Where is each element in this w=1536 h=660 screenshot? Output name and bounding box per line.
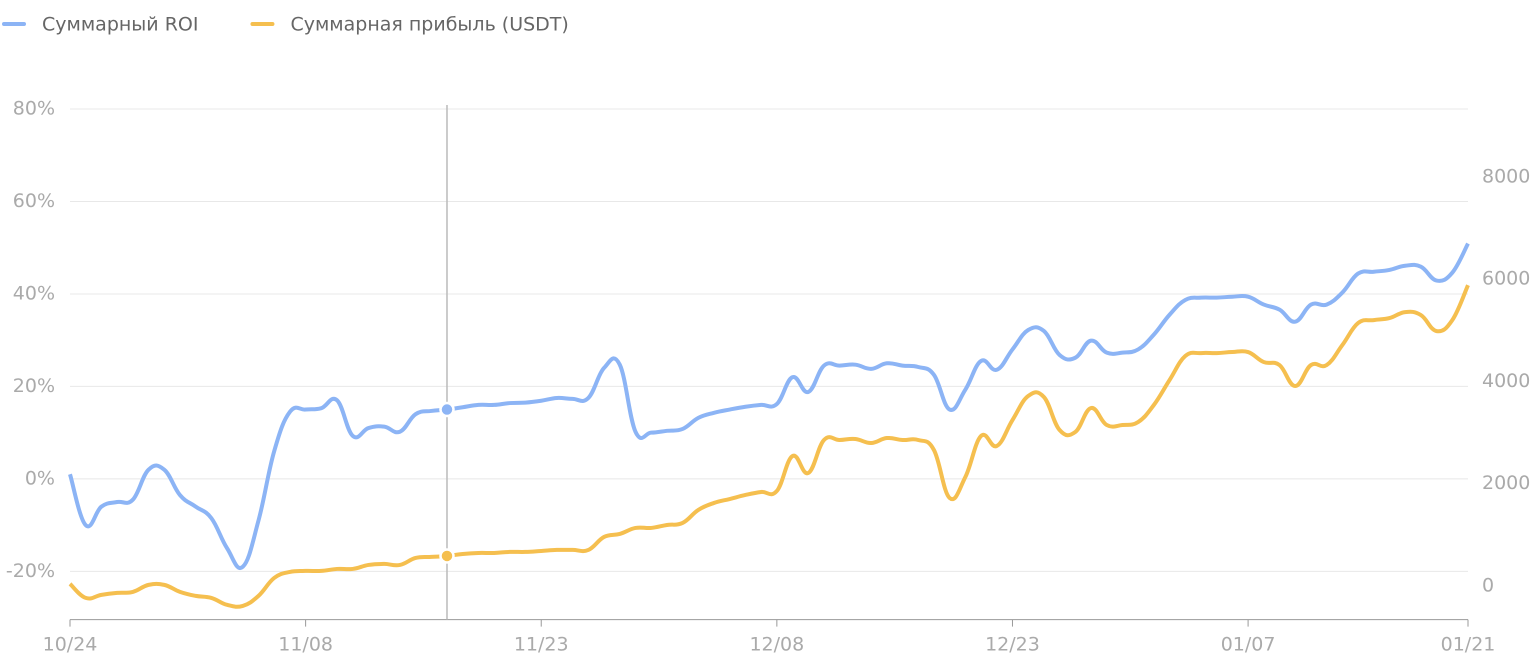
x-tick-label: 11/08 (278, 634, 333, 656)
hover-point (439, 548, 455, 564)
x-tick-label: 10/24 (43, 634, 98, 656)
series-line (68, 284, 1470, 609)
y2-tick-label: 4000 (1482, 370, 1530, 392)
x-tick-label: 12/23 (985, 634, 1040, 656)
legend-label: Суммарный ROI (42, 14, 198, 36)
y-tick-label: 20% (13, 375, 55, 397)
y-tick-label: 80% (13, 98, 55, 120)
x-tick-label: 11/23 (514, 634, 569, 656)
y2-tick-label: 2000 (1482, 472, 1530, 494)
y-tick-label: 40% (13, 282, 55, 304)
y2-tick-label: 0 (1482, 574, 1494, 596)
y-tick-label: 0% (25, 467, 55, 489)
x-tick-label: 12/08 (749, 634, 804, 656)
hover-point (439, 401, 455, 418)
x-tick-label: 01/07 (1221, 634, 1276, 656)
series-line (68, 242, 1470, 570)
y-tick-label: -20% (6, 560, 55, 582)
y2-tick-label: 6000 (1482, 268, 1530, 290)
y-tick-label: 60% (13, 190, 55, 212)
x-tick-label: 01/21 (1441, 634, 1496, 656)
y2-tick-label: 8000 (1482, 165, 1530, 187)
legend-label: Суммарная прибыль (USDT) (290, 14, 568, 36)
